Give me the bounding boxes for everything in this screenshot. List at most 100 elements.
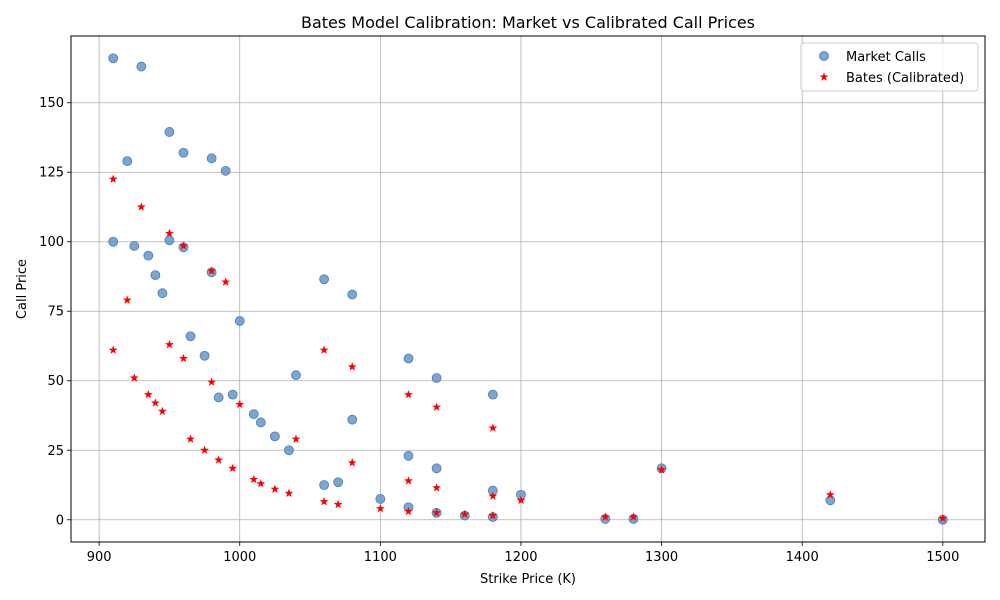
bates-calibrated-point xyxy=(129,373,139,382)
bates-calibrated-point xyxy=(629,512,638,521)
series-bates-calibrated xyxy=(108,174,948,523)
bates-calibrated-point xyxy=(432,402,441,411)
bates-calibrated-point xyxy=(186,434,195,443)
y-axis: 0 25 50 75 100 125 150 xyxy=(39,96,71,528)
bates-calibrated-point xyxy=(938,513,948,523)
bates-calibrated-point xyxy=(657,465,666,474)
market-call-point xyxy=(227,389,238,400)
x-tick-label: 1500 xyxy=(926,550,959,565)
bates-calibrated-point xyxy=(284,488,294,498)
bates-calibrated-point xyxy=(347,362,357,371)
y-tick-label: 0 xyxy=(56,513,64,528)
bates-calibrated-point xyxy=(179,353,188,363)
bates-calibrated-point xyxy=(207,266,216,275)
bates-calibrated-point xyxy=(488,510,498,520)
bates-calibrated-point xyxy=(319,497,329,506)
market-call-point xyxy=(213,392,224,403)
bates-calibrated-point xyxy=(825,490,835,499)
plot-frame xyxy=(70,35,986,543)
market-call-point xyxy=(269,431,280,442)
x-tick-label: 1200 xyxy=(504,550,537,565)
bates-calibrated-point xyxy=(432,483,441,492)
market-call-point xyxy=(487,389,498,400)
y-axis-label: Call Price xyxy=(15,259,30,319)
x-tick-label: 1300 xyxy=(645,550,678,565)
market-call-point xyxy=(347,289,358,300)
market-call-point xyxy=(129,241,140,251)
market-call-point xyxy=(150,270,161,280)
bates-calibrated-point xyxy=(404,506,413,516)
x-axis-label: Strike Price (K) xyxy=(480,572,576,587)
y-tick-label: 75 xyxy=(47,305,64,320)
bates-calibrated-point xyxy=(488,423,498,432)
market-call-point xyxy=(319,480,330,490)
bates-calibrated-point xyxy=(249,474,259,484)
bates-calibrated-point xyxy=(228,463,238,473)
grid xyxy=(71,36,985,542)
bates-calibrated-point xyxy=(179,241,188,250)
market-call-point xyxy=(206,153,217,164)
bates-calibrated-point xyxy=(291,434,301,443)
market-call-point xyxy=(199,350,210,361)
chart-title: Bates Model Calibration: Market vs Calib… xyxy=(301,13,755,32)
market-call-point xyxy=(164,235,175,246)
bates-calibrated-point xyxy=(460,509,470,518)
market-call-point xyxy=(220,165,231,176)
market-call-point xyxy=(319,274,330,285)
bates-calibrated-point xyxy=(158,406,167,416)
bates-calibrated-point xyxy=(214,455,224,464)
bates-calibrated-point xyxy=(516,495,526,505)
market-call-point xyxy=(375,494,386,504)
x-tick-label: 1400 xyxy=(786,550,819,565)
bates-calibrated-point xyxy=(165,228,174,238)
market-call-point xyxy=(234,316,245,326)
market-call-point xyxy=(164,127,175,137)
market-call-point xyxy=(185,331,196,342)
legend-bates-marker xyxy=(819,72,829,81)
x-tick-label: 1100 xyxy=(364,550,397,565)
y-tick-label: 25 xyxy=(47,444,64,459)
x-tick-label: 1000 xyxy=(223,550,256,565)
series-layer xyxy=(108,53,948,525)
market-call-point xyxy=(403,450,414,461)
bates-calibrated-point xyxy=(207,377,216,386)
market-call-point xyxy=(157,288,168,299)
bates-calibrated-point xyxy=(319,345,329,354)
bates-calibrated-point xyxy=(200,445,209,454)
x-axis: 900 1000 1100 1200 1300 1400 1500 xyxy=(87,542,959,565)
bates-calibrated-point xyxy=(108,174,118,183)
bates-calibrated-point xyxy=(136,202,146,211)
market-call-point xyxy=(333,477,344,488)
bates-calibrated-point xyxy=(108,345,118,354)
bates-calibrated-point xyxy=(165,340,174,349)
market-call-point xyxy=(248,409,259,420)
market-call-point xyxy=(431,463,442,474)
market-call-point xyxy=(255,417,266,428)
market-call-point xyxy=(347,414,358,425)
bates-calibrated-point xyxy=(333,499,343,509)
y-tick-label: 100 xyxy=(39,235,64,250)
bates-calibrated-point xyxy=(404,390,413,399)
market-call-point xyxy=(122,156,133,167)
market-call-point xyxy=(108,53,119,64)
market-call-point xyxy=(108,236,119,247)
market-call-point xyxy=(143,250,154,261)
market-call-point xyxy=(136,61,147,72)
bates-calibrated-point xyxy=(143,390,153,399)
bates-calibrated-point xyxy=(235,399,245,409)
bates-calibrated-point xyxy=(221,277,231,286)
bates-calibrated-point xyxy=(375,504,385,513)
y-tick-label: 150 xyxy=(39,96,64,111)
legend-bates-label: Bates (Calibrated) xyxy=(846,71,964,86)
y-tick-label: 50 xyxy=(47,374,64,389)
market-call-point xyxy=(431,373,442,383)
bates-calibrated-point xyxy=(122,295,132,304)
x-tick-label: 900 xyxy=(87,550,112,565)
bates-calibrated-point xyxy=(270,484,280,493)
bates-calibrated-point xyxy=(432,508,441,517)
market-call-point xyxy=(291,370,301,381)
legend-box xyxy=(800,42,979,92)
bates-calibrated-point xyxy=(600,512,610,521)
legend-market-marker xyxy=(819,51,829,61)
